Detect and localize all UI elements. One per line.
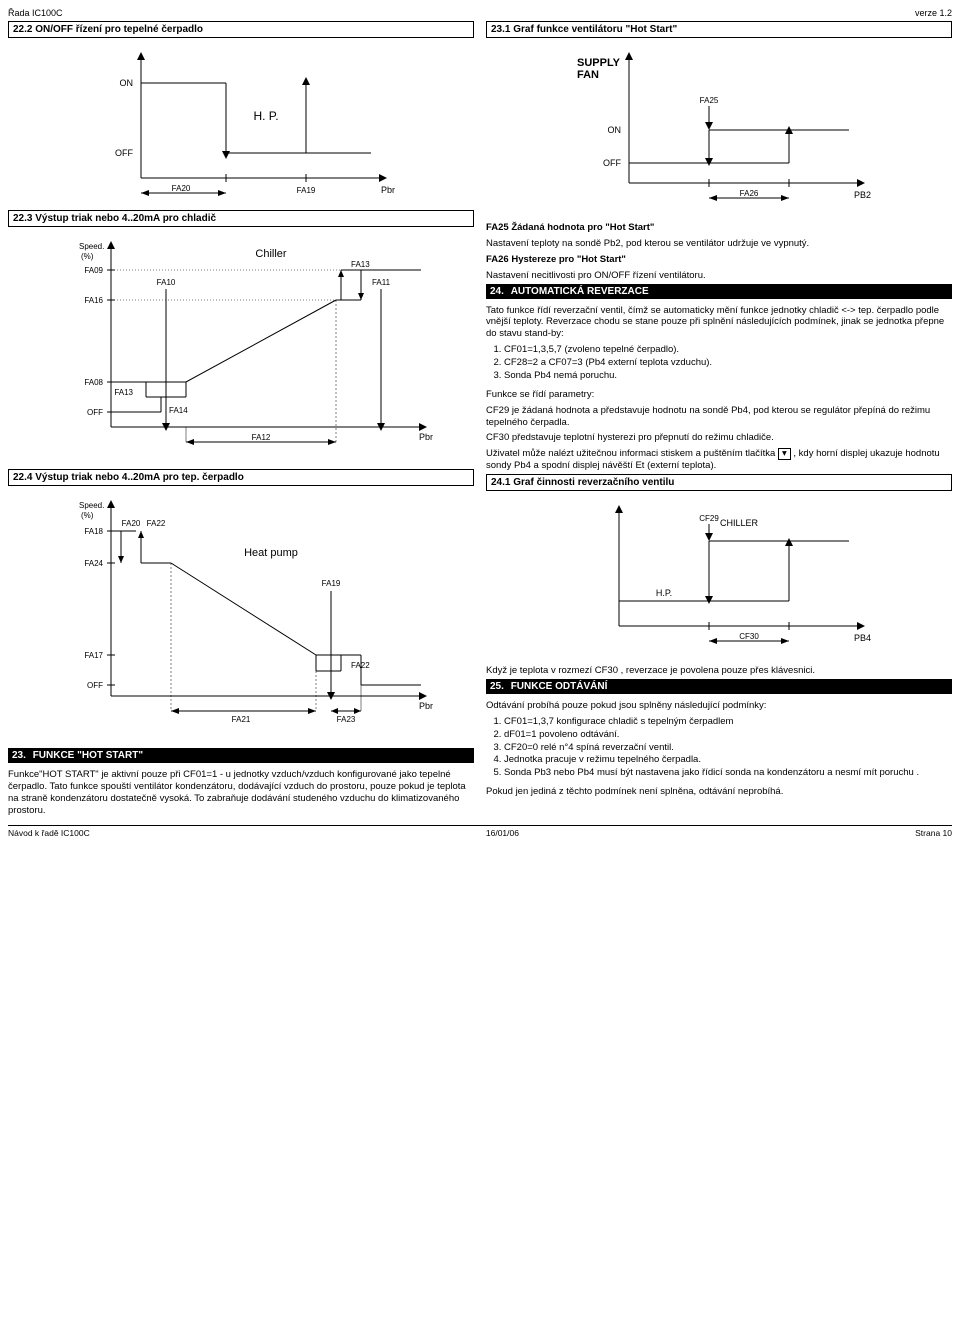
svg-text:FA23: FA23	[337, 715, 356, 724]
svg-text:Speed.: Speed.	[79, 501, 104, 510]
section-23-head: 23. FUNKCE "HOT START"	[8, 748, 474, 763]
section-24-p3: Uživatel může nalézt užitečnou informaci…	[486, 448, 952, 472]
svg-text:FAN: FAN	[577, 69, 599, 81]
right-column: 23.1 Graf funkce ventilátoru "Hot Start"…	[486, 21, 952, 819]
svg-text:Speed.: Speed.	[79, 242, 104, 251]
svg-text:Heat pump: Heat pump	[244, 547, 298, 559]
section-25-head: 25. FUNKCE ODTÁVÁNÍ	[486, 679, 952, 694]
fa26-line1: FA26 Hystereze pro "Hot Start"	[486, 254, 952, 266]
section-24-cf30: CF30 představuje teplotní hysterezi pro …	[486, 432, 952, 444]
svg-text:FA20: FA20	[122, 519, 141, 528]
section-22-3-title: 22.3 Výstup triak nebo 4..20mA pro chlad…	[8, 210, 474, 227]
section-25-p1: Odtávání probíhá pouze pokud jsou splněn…	[486, 700, 952, 712]
svg-text:OFF: OFF	[603, 158, 621, 168]
header-right: verze 1.2	[915, 8, 952, 18]
diagram-23-1: SUPPLY FAN ON OFF FA25	[486, 48, 952, 208]
svg-text:CHILLER: CHILLER	[720, 518, 759, 528]
svg-text:FA19: FA19	[297, 186, 316, 195]
left-column: 22.2 ON/OFF řízení pro tepelné čerpadlo …	[8, 21, 474, 819]
svg-text:OFF: OFF	[87, 681, 103, 690]
footer-center: 16/01/06	[486, 828, 519, 838]
header-left: Řada IC100C	[8, 8, 63, 18]
svg-text:FA18: FA18	[84, 527, 103, 536]
svg-text:FA17: FA17	[84, 651, 103, 660]
section-24-p1: Tato funkce řídí reverzační ventil, čímž…	[486, 305, 952, 341]
fa25-line1: FA25 Žádaná hodnota pro "Hot Start"	[486, 222, 952, 234]
diagram-22-2: ON OFF H. P. FA20	[8, 48, 474, 198]
svg-text:CF30: CF30	[739, 632, 759, 641]
svg-text:FA22: FA22	[147, 519, 166, 528]
svg-text:SUPPLY: SUPPLY	[577, 57, 621, 69]
svg-text:FA16: FA16	[84, 296, 103, 305]
section-25-num: 25.	[490, 681, 504, 692]
svg-text:FA21: FA21	[232, 715, 251, 724]
s24-li3: Sonda Pb4 nemá poruchu.	[504, 370, 952, 382]
section-23-text: Funkce"HOT START" je aktivní pouze při C…	[8, 769, 474, 817]
section-23-1-title: 23.1 Graf funkce ventilátoru "Hot Start"	[486, 21, 952, 38]
svg-text:FA09: FA09	[84, 266, 103, 275]
svg-text:FA25: FA25	[700, 96, 719, 105]
section-24-num: 24.	[490, 286, 504, 297]
s25-li4: Jednotka pracuje v režimu tepelného čerp…	[504, 754, 952, 766]
svg-text:ON: ON	[120, 78, 134, 88]
section-25-p2: Pokud jen jediná z těchto podmínek není …	[486, 786, 952, 798]
diagram-22-4: Speed. (%) FA18 FA24 FA17 OFF Heat pump …	[8, 496, 474, 736]
fa26-line2: Nastavení necitlivosti pro ON/OFF řízení…	[486, 270, 952, 282]
section-25-title: FUNKCE ODTÁVÁNÍ	[511, 681, 608, 692]
section-22-4-title: 22.4 Výstup triak nebo 4..20mA pro tep. …	[8, 469, 474, 486]
svg-text:FA08: FA08	[84, 378, 103, 387]
svg-text:(%): (%)	[81, 252, 94, 261]
svg-text:(%): (%)	[81, 511, 94, 520]
s25-li1: CF01=1,3,7 konfigurace chladič s tepelný…	[504, 716, 952, 728]
s24-li1: CF01=1,3,5,7 (zvoleno tepelné čerpadlo).	[504, 344, 952, 356]
svg-text:FA10: FA10	[157, 278, 176, 287]
fa25-line2: Nastavení teploty na sondě Pb2, pod kter…	[486, 238, 952, 250]
svg-text:H. P.: H. P.	[253, 109, 278, 123]
svg-text:FA20: FA20	[172, 184, 191, 193]
section-23-title: FUNKCE "HOT START"	[33, 750, 143, 761]
s25-li5: Sonda Pb3 nebo Pb4 musí být nastavena ja…	[504, 767, 952, 779]
section-24-cf29: CF29 je žádaná hodnota a představuje hod…	[486, 405, 952, 429]
svg-text:FA12: FA12	[252, 433, 271, 442]
svg-text:PB4: PB4	[854, 633, 871, 643]
s24-li2: CF28=2 a CF07=3 (Pb4 externí teplota vzd…	[504, 357, 952, 369]
section-24-1-note: Když je teplota v rozmezí CF30 , reverza…	[486, 665, 952, 677]
s25-li2: dF01=1 povoleno odtávání.	[504, 729, 952, 741]
svg-text:FA13: FA13	[114, 388, 133, 397]
svg-text:FA14: FA14	[169, 406, 188, 415]
svg-text:Chiller: Chiller	[255, 248, 287, 260]
svg-text:ON: ON	[608, 125, 622, 135]
svg-text:FA24: FA24	[84, 559, 103, 568]
svg-text:OFF: OFF	[115, 148, 133, 158]
section-24-head: 24. AUTOMATICKÁ REVERZACE	[486, 284, 952, 299]
svg-text:CF29: CF29	[699, 514, 719, 523]
section-24-list: CF01=1,3,5,7 (zvoleno tepelné čerpadlo).…	[504, 344, 952, 383]
section-24-p2: Funkce se řídí parametry:	[486, 389, 952, 401]
svg-text:Pbr: Pbr	[419, 432, 433, 442]
svg-text:FA19: FA19	[322, 579, 341, 588]
section-23-num: 23.	[12, 750, 26, 761]
svg-text:FA13: FA13	[351, 260, 370, 269]
footer-left: Návod k řadě IC100C	[8, 828, 90, 838]
down-arrow-icon: ▾	[778, 448, 791, 460]
section-24-title: AUTOMATICKÁ REVERZACE	[511, 286, 649, 297]
svg-text:FA26: FA26	[740, 189, 759, 198]
section-24-1-title: 24.1 Graf činnosti reverzačního ventilu	[486, 474, 952, 491]
svg-text:PB2: PB2	[854, 190, 871, 200]
svg-text:Pbr: Pbr	[381, 185, 395, 195]
diagram-22-3: Speed. (%) FA09 FA16 FA08 OFF Chiller FA…	[8, 237, 474, 457]
svg-text:FA11: FA11	[372, 278, 391, 287]
section-22-2-title: 22.2 ON/OFF řízení pro tepelné čerpadlo	[8, 21, 474, 38]
svg-text:Pbr: Pbr	[419, 701, 433, 711]
svg-text:H.P.: H.P.	[656, 588, 672, 598]
diagram-24-1: CHILLER H.P. CF29	[486, 501, 952, 651]
s25-li3: CF20=0 relé n°4 spíná reverzační ventil.	[504, 742, 952, 754]
svg-text:OFF: OFF	[87, 408, 103, 417]
section-25-list: CF01=1,3,7 konfigurace chladič s tepelný…	[504, 716, 952, 780]
footer-right: Strana 10	[915, 828, 952, 838]
